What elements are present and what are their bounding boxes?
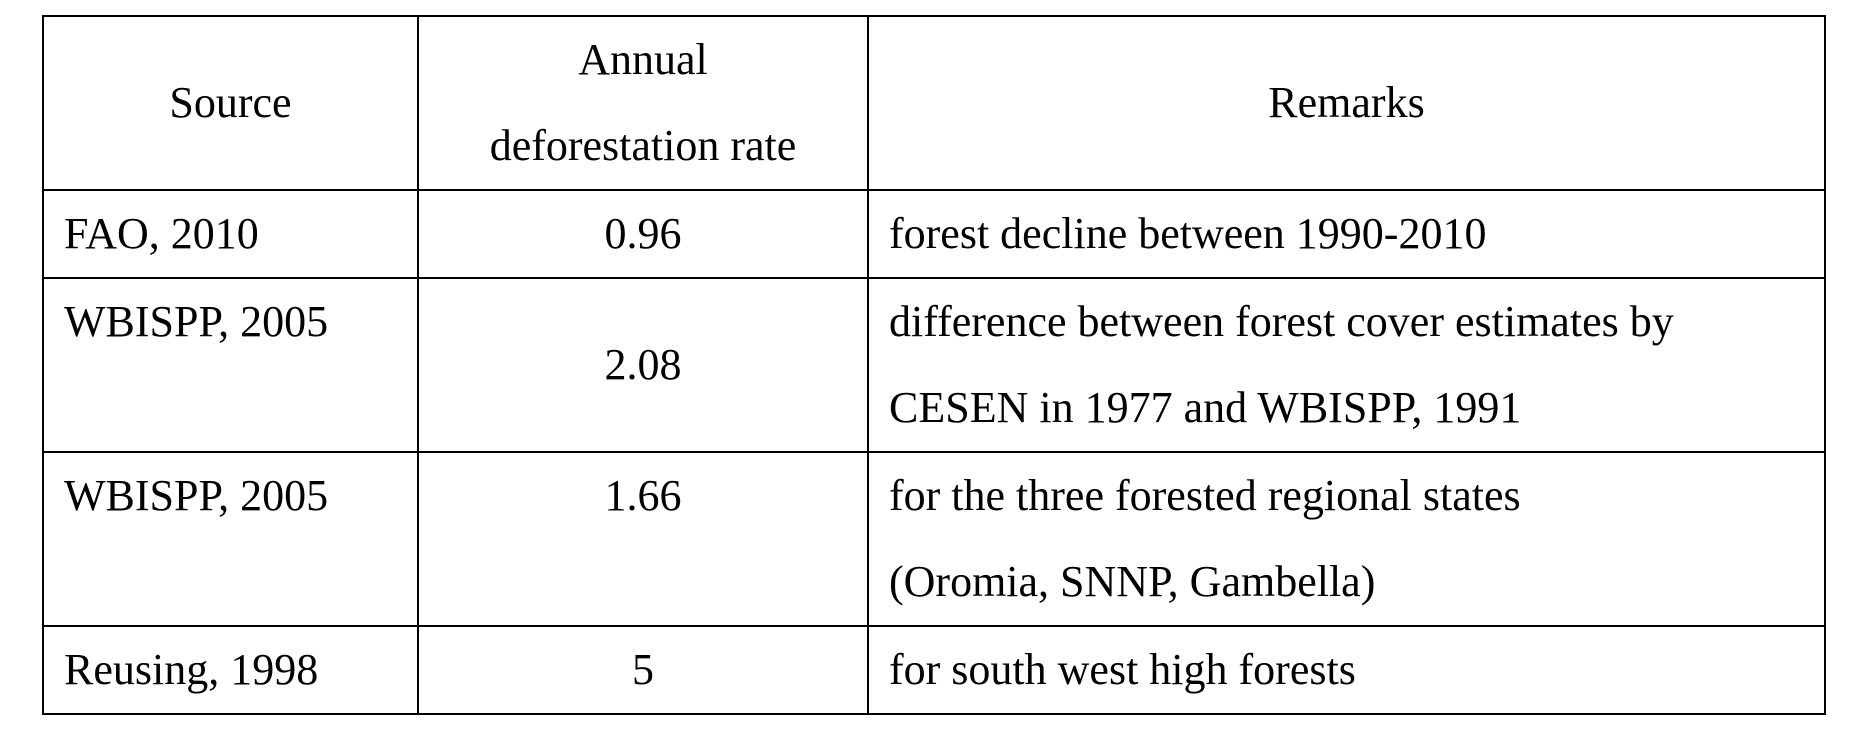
cell-remarks: forest decline between 1990-2010: [867, 189, 1826, 279]
header-rate-line-1: Annual: [578, 35, 708, 84]
remarks-line: CESEN in 1977 and WBISPP, 1991: [889, 383, 1522, 432]
table-row: WBISPP, 2005 2.08 difference between for…: [42, 277, 1826, 453]
table-row: FAO, 2010 0.96 forest decline between 19…: [42, 189, 1826, 279]
cell-remarks: for the three forested regional states (…: [867, 451, 1826, 627]
table-row: WBISPP, 2005 1.66 for the three forested…: [42, 451, 1826, 627]
remarks-line: (Oromia, SNNP, Gambella): [889, 557, 1376, 606]
table-header-row: Source Annual deforestation rate Remarks: [42, 15, 1826, 191]
cell-rate: 1.66: [417, 451, 869, 627]
cell-rate: 5: [417, 625, 869, 715]
remarks-line: for the three forested regional states: [889, 471, 1521, 520]
remarks-line: forest decline between 1990-2010: [889, 209, 1487, 258]
cell-source: WBISPP, 2005: [42, 277, 419, 453]
header-remarks: Remarks: [867, 15, 1826, 191]
remarks-line: difference between forest cover estimate…: [889, 297, 1674, 346]
header-rate-line-2: deforestation rate: [489, 121, 797, 170]
cell-rate: 2.08: [417, 277, 869, 453]
remarks-line: for south west high forests: [889, 645, 1356, 694]
table-row: Reusing, 1998 5 for south west high fore…: [42, 625, 1826, 715]
cell-remarks: for south west high forests: [867, 625, 1826, 715]
header-annual-deforestation-rate: Annual deforestation rate: [417, 15, 869, 191]
cell-source: FAO, 2010: [42, 189, 419, 279]
cell-rate: 0.96: [417, 189, 869, 279]
header-source: Source: [42, 15, 419, 191]
deforestation-rate-table: Source Annual deforestation rate Remarks…: [42, 15, 1826, 715]
cell-source: WBISPP, 2005: [42, 451, 419, 627]
cell-source: Reusing, 1998: [42, 625, 419, 715]
cell-remarks: difference between forest cover estimate…: [867, 277, 1826, 453]
